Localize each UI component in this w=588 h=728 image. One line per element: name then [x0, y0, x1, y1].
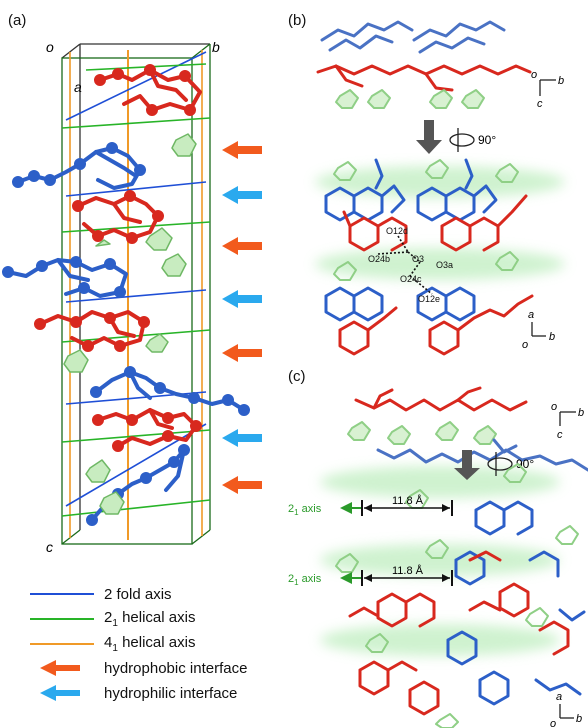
- legend-label: hydrophobic interface: [104, 659, 248, 677]
- legend-label: 41 helical axis: [104, 634, 196, 654]
- hydrophilic-arrow: [222, 429, 262, 447]
- panel-b-top-view: [316, 20, 532, 109]
- hydrophobic-arrow: [222, 476, 262, 494]
- axes-o: o: [531, 69, 537, 81]
- axis-b-label: b: [212, 39, 220, 55]
- screw-axis-label: 21 axis: [288, 503, 322, 517]
- axes-a: a: [528, 309, 534, 321]
- panel-b-rotation: 90°: [416, 120, 496, 154]
- red-molecule-3: [34, 310, 150, 352]
- legend-line-blue: [30, 593, 94, 595]
- atom-O3: O3: [412, 254, 424, 264]
- legend-2fold: 2 fold axis: [30, 583, 172, 605]
- blue-molecule-2: [2, 256, 128, 298]
- screw-axis-annotations: 21 axis 11.8 Å 21 axis 11.8 Å: [288, 494, 453, 587]
- legend-hydrophobic: hydrophobic interface: [30, 657, 247, 679]
- panel-c-top-view: [347, 386, 588, 472]
- axes-a: a: [556, 691, 562, 703]
- interface-arrows: [222, 141, 262, 494]
- panel-b-axes-top: o b c: [531, 69, 564, 110]
- blue-molecule-3: [90, 366, 250, 416]
- legend-label: 21 helical axis: [104, 609, 196, 629]
- panel-c-axes-bottom: a o b: [550, 691, 582, 728]
- legend-41-helical: 41 helical axis: [30, 633, 195, 655]
- legend-label: hydrophilic interface: [104, 684, 238, 702]
- axis-o-label: o: [46, 39, 54, 55]
- panel-b-axes-bottom: a o b: [522, 309, 555, 351]
- panel-b-label: (b): [288, 12, 307, 29]
- hbond-network: O12d O24b O3 O3a O24c O12e: [368, 226, 453, 304]
- axes-b: b: [558, 75, 564, 87]
- legend-label: 2 fold axis: [104, 585, 172, 603]
- axes-b: b: [549, 331, 555, 343]
- hydrophilic-arrow: [222, 186, 262, 204]
- axes-c: c: [557, 429, 563, 441]
- axes-o: o: [551, 401, 557, 413]
- hydrophobic-arrow: [222, 344, 262, 362]
- axes-c: c: [537, 98, 543, 110]
- legend-hydrophilic: hydrophilic interface: [30, 682, 237, 704]
- legend-arrow-orange: [40, 660, 80, 676]
- axes-b: b: [578, 407, 584, 419]
- panel-b-packing: [324, 158, 534, 356]
- panel-c-label: (c): [288, 368, 306, 385]
- atom-O24c: O24c: [400, 274, 422, 284]
- panel-c-axes-top: o b c: [551, 401, 584, 441]
- atom-O24b: O24b: [368, 254, 390, 264]
- red-molecule-1: [94, 64, 202, 116]
- atom-O12d: O12d: [386, 226, 408, 236]
- rotation-label: 90°: [478, 133, 496, 147]
- axis-a-label: a: [74, 79, 82, 95]
- legend-line-orange: [30, 643, 94, 645]
- hydrophobic-arrow: [222, 141, 262, 159]
- atom-O3a: O3a: [436, 260, 453, 270]
- axes-o: o: [522, 339, 528, 351]
- legend-arrow-cyan: [40, 685, 80, 701]
- legend-line-green: [30, 618, 94, 620]
- axes-o: o: [550, 718, 556, 728]
- panel-a-axis-letters: o b a c: [46, 39, 220, 555]
- legend-21-helical: 21 helical axis: [30, 608, 195, 630]
- screw-axis-label: 21 axis: [288, 573, 322, 587]
- distance-label: 11.8 Å: [392, 564, 424, 577]
- axes-b: b: [576, 713, 582, 725]
- axis-c-label: c: [46, 539, 53, 555]
- green-phenyl-groups: [63, 133, 197, 515]
- red-molecule-2: [72, 190, 164, 244]
- panel-a-cell: [61, 43, 211, 545]
- distance-label: 11.8 Å: [392, 494, 424, 507]
- hydrophilic-arrow: [222, 290, 262, 308]
- red-molecule-4: [92, 408, 202, 452]
- blue-molecule-1: [12, 142, 146, 190]
- panel-a-label: (a): [8, 12, 27, 29]
- atom-O12e: O12e: [418, 294, 440, 304]
- hydrophobic-arrow: [222, 237, 262, 255]
- panel-c-packing: [335, 463, 586, 728]
- panel-a-molecules: [2, 64, 250, 526]
